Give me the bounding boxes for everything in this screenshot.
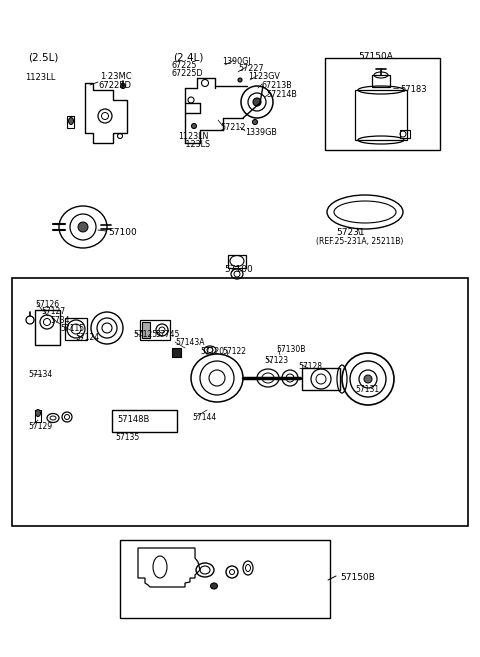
Text: (2.4L): (2.4L) bbox=[173, 52, 204, 62]
Ellipse shape bbox=[36, 409, 40, 417]
Text: ·123LS: ·123LS bbox=[183, 140, 210, 149]
Bar bbox=[372, 75, 390, 87]
Text: 67225: 67225 bbox=[172, 61, 197, 70]
Bar bbox=[302, 368, 340, 390]
Bar bbox=[400, 130, 410, 138]
Bar bbox=[65, 318, 87, 340]
Text: 67213B: 67213B bbox=[262, 81, 293, 90]
Text: 57123: 57123 bbox=[264, 356, 288, 365]
Text: 57134: 57134 bbox=[28, 370, 52, 379]
Bar bbox=[142, 322, 150, 338]
Text: 57135: 57135 bbox=[115, 433, 139, 442]
Text: 57148B: 57148B bbox=[117, 415, 149, 424]
Text: 57122: 57122 bbox=[222, 347, 246, 356]
Bar bbox=[228, 255, 246, 268]
Text: 57144: 57144 bbox=[192, 413, 216, 422]
Text: 57125: 57125 bbox=[133, 330, 157, 339]
Text: 1339GB: 1339GB bbox=[245, 128, 277, 137]
Text: 57129: 57129 bbox=[28, 422, 52, 431]
Text: 57131: 57131 bbox=[355, 385, 379, 394]
Ellipse shape bbox=[364, 375, 372, 383]
Text: 57100: 57100 bbox=[108, 228, 137, 237]
Ellipse shape bbox=[192, 124, 196, 129]
Bar bbox=[325, 58, 440, 150]
Text: 57130B: 57130B bbox=[276, 345, 305, 354]
Text: 57115: 57115 bbox=[60, 324, 84, 333]
Text: 57124: 57124 bbox=[75, 333, 99, 342]
Ellipse shape bbox=[238, 78, 242, 82]
Text: 1·23MC: 1·23MC bbox=[100, 72, 132, 81]
Text: 57143A: 57143A bbox=[175, 338, 204, 347]
Text: 57183: 57183 bbox=[400, 85, 427, 94]
Ellipse shape bbox=[120, 83, 125, 89]
Text: 57227: 57227 bbox=[238, 64, 264, 73]
Text: 5734: 5734 bbox=[50, 316, 70, 325]
Bar bbox=[12, 278, 468, 526]
Text: 57128: 57128 bbox=[298, 362, 322, 371]
Bar bbox=[140, 320, 170, 340]
Text: 57150B: 57150B bbox=[340, 573, 375, 582]
Bar bbox=[120, 540, 330, 618]
Text: (REF.25-231A, 25211B): (REF.25-231A, 25211B) bbox=[316, 237, 403, 246]
Text: 1123LL: 1123LL bbox=[25, 73, 55, 82]
Text: 67225D: 67225D bbox=[172, 69, 204, 78]
Bar bbox=[112, 410, 177, 432]
Ellipse shape bbox=[211, 583, 217, 589]
Text: 57127: 57127 bbox=[41, 307, 65, 316]
Bar bbox=[355, 90, 407, 140]
Bar bbox=[35, 310, 60, 345]
Text: (2.5L): (2.5L) bbox=[28, 52, 59, 62]
Text: 1123GV: 1123GV bbox=[248, 72, 280, 81]
Text: 57100: 57100 bbox=[224, 265, 253, 274]
Ellipse shape bbox=[69, 118, 73, 124]
Text: 57745: 57745 bbox=[155, 330, 180, 339]
Text: 57120: 57120 bbox=[200, 347, 224, 356]
Bar bbox=[172, 348, 181, 357]
Ellipse shape bbox=[253, 98, 261, 106]
Ellipse shape bbox=[252, 120, 257, 124]
Text: 57150A: 57150A bbox=[358, 52, 393, 61]
Text: 57231: 57231 bbox=[336, 228, 365, 237]
Text: 67225D: 67225D bbox=[98, 81, 131, 90]
Bar bbox=[35, 410, 41, 422]
Bar bbox=[67, 116, 74, 128]
Text: 1123LN: 1123LN bbox=[178, 132, 208, 141]
Text: 1390GJ: 1390GJ bbox=[222, 57, 251, 66]
Ellipse shape bbox=[78, 222, 88, 232]
Text: 57126: 57126 bbox=[35, 300, 59, 309]
Text: 57214B: 57214B bbox=[266, 90, 297, 99]
Text: 57212: 57212 bbox=[220, 123, 245, 132]
